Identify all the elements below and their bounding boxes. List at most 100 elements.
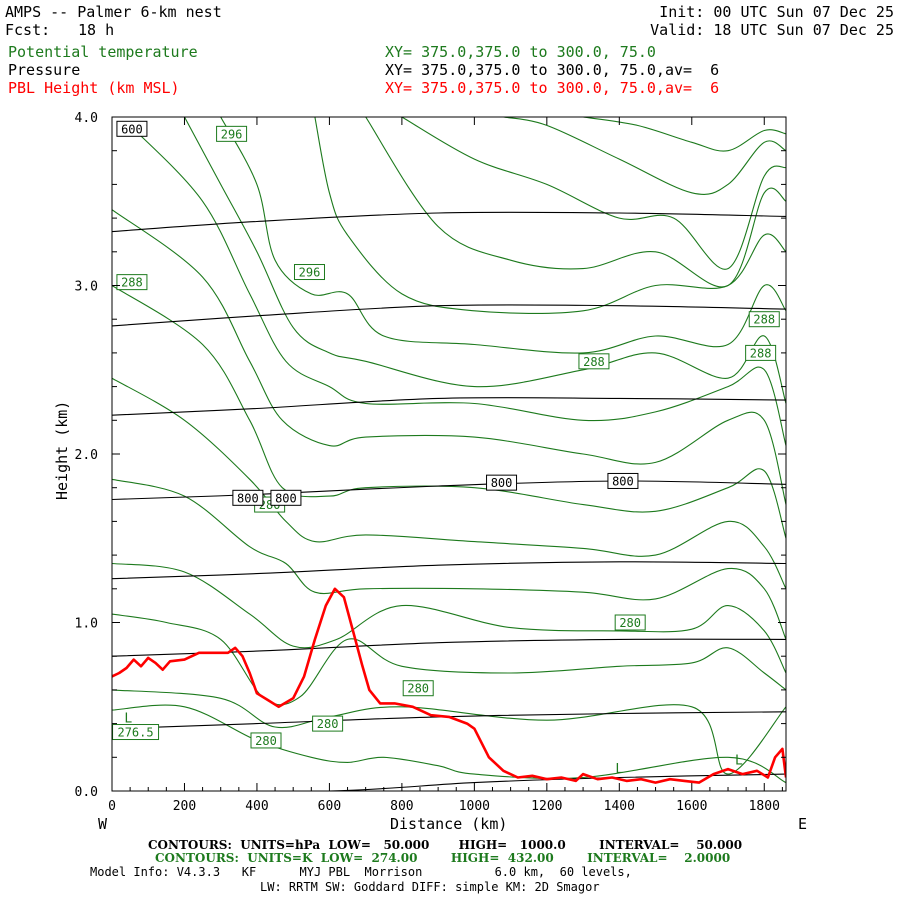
theta-contour-2 (112, 613, 786, 706)
svg-text:600: 600 (121, 122, 143, 136)
model-info-line-1: Model Info: V4.3.3 KF MYJ PBL Morrison 6… (90, 865, 632, 879)
theta-contour-12 (365, 117, 786, 288)
theta-contour-8 (129, 125, 786, 446)
y-tick-label-2: 2.0 (75, 448, 98, 463)
pressure-contour-0 (112, 211, 786, 233)
theta-label-2: 288 (116, 274, 148, 291)
low-center-label-0: L (124, 712, 132, 727)
svg-text:800: 800 (612, 474, 634, 488)
x-tick-label-3: 600 (318, 799, 341, 814)
theta-contour-0 (112, 704, 786, 784)
theta-label-1: 296 (293, 264, 325, 281)
x-tick-label-7: 1400 (604, 799, 635, 814)
y-tick-label-3: 3.0 (75, 280, 98, 295)
forecast-label: Fcst: (5, 21, 51, 39)
plot-title: AMPS -- Palmer 6-km nest (5, 3, 222, 21)
pressure-contour-2 (112, 397, 786, 416)
pressure-contour-6 (112, 711, 786, 730)
pbl-height-line (112, 587, 786, 784)
theta-contour-info: CONTOURS: UNITS=K LOW= 274.00 HIGH= 432.… (155, 851, 731, 865)
theta-label-11: 276.5 (112, 724, 160, 741)
theta-contour-3 (112, 562, 786, 674)
svg-text:296: 296 (299, 266, 321, 280)
theta-contour-4 (112, 478, 786, 640)
field-name-pbl: PBL Height (km MSL) (8, 79, 180, 97)
theta-contour-15 (583, 117, 786, 152)
svg-text:288: 288 (583, 355, 605, 369)
svg-text:800: 800 (237, 491, 259, 505)
svg-text:296: 296 (221, 127, 243, 141)
theta-label-3: 288 (578, 353, 610, 370)
y-tick-label-1: 1.0 (75, 617, 98, 632)
svg-text:L: L (124, 712, 132, 727)
y-tick-label-0: 0.0 (75, 785, 98, 800)
pressure-contours (112, 211, 786, 791)
theta-label-0: 296 (216, 125, 248, 142)
svg-text:288: 288 (750, 346, 772, 360)
theta-label-7: 280 (614, 614, 646, 631)
field-xy-theta: XY= 375.0,375.0 to 300.0, 75.0 (385, 43, 656, 61)
x-tick-label-0: 0 (108, 799, 116, 814)
field-name-pressure: Pressure (8, 61, 81, 79)
x-tick-label-5: 1000 (459, 799, 490, 814)
axes: 0 200 400 600 800 1000 1200 1400 1600 1800 0.0 1.0 2… (75, 111, 787, 814)
forecast-value: 18 h (78, 21, 115, 39)
pressure-contour-info: CONTOURS: UNITS=hPa LOW= 50.000 HIGH= 10… (148, 838, 743, 852)
pressure-contour-7 (112, 773, 786, 791)
theta-label-4: 288 (748, 311, 780, 328)
svg-text:L: L (615, 762, 623, 777)
x-tick-label-9: 1800 (749, 799, 780, 814)
y-tick-label-4: 4.0 (75, 111, 98, 126)
pressure-label-2: 800 (270, 489, 302, 506)
field-xy-pressure: XY= 375.0,375.0 to 300.0, 75.0,av= 6 (385, 61, 720, 79)
svg-text:280: 280 (407, 682, 429, 696)
theta-contour-11 (314, 117, 786, 315)
low-center-label-2: L (735, 754, 743, 769)
theta-contour-6 (112, 285, 786, 539)
svg-text:800: 800 (491, 476, 513, 490)
theta-contour-9 (184, 117, 786, 404)
init-time: Init: 00 UTC Sun 07 Dec 25 (659, 3, 894, 21)
pressure-contour-4 (112, 561, 786, 580)
svg-text:288: 288 (121, 276, 143, 290)
contour-labels: 296296288288288288280280280280280276.560… (112, 120, 780, 777)
svg-text:280: 280 (317, 717, 339, 731)
x-tick-label-6: 1200 (531, 799, 562, 814)
pressure-contour-3 (112, 480, 786, 501)
x-tick-label-4: 800 (390, 799, 413, 814)
low-center-label-1: L (615, 762, 623, 777)
theta-contour-10 (220, 117, 786, 354)
svg-text:276.5: 276.5 (117, 726, 153, 740)
x-tick-label-8: 1600 (676, 799, 707, 814)
y-axis-label: Height (km) (53, 400, 71, 500)
theta-contour-7 (112, 209, 786, 505)
valid-time: Valid: 18 UTC Sun 07 Dec 25 (650, 21, 894, 39)
theta-label-8: 280 (402, 680, 434, 697)
pressure-label-0: 600 (116, 120, 148, 137)
pbl-height-series (112, 587, 786, 784)
x-tick-label-1: 200 (173, 799, 196, 814)
x-axis-label: Distance (km) (390, 815, 508, 833)
pressure-label-1: 800 (232, 489, 264, 506)
theta-label-5: 288 (745, 344, 777, 361)
pressure-label-3: 800 (486, 474, 518, 491)
pressure-label-4: 800 (607, 472, 639, 489)
theta-label-10: 280 (250, 732, 282, 749)
field-xy-pbl: XY= 375.0,375.0 to 300.0, 75.0,av= 6 (385, 79, 720, 97)
theta-contour-1 (112, 689, 786, 775)
west-label: W (98, 815, 108, 833)
svg-text:288: 288 (753, 313, 775, 327)
svg-text:280: 280 (255, 734, 277, 748)
theta-contour-5 (112, 377, 786, 590)
field-name-theta: Potential temperature (8, 43, 198, 61)
svg-text:280: 280 (619, 616, 641, 630)
svg-text:L: L (735, 754, 743, 769)
x-tick-label-2: 400 (245, 799, 268, 814)
theta-contour-14 (503, 117, 786, 195)
theta-contours (112, 117, 786, 784)
theta-contour-13 (401, 117, 786, 270)
model-info-line-2: LW: RRTM SW: Goddard DIFF: simple KM: 2D… (260, 880, 600, 894)
east-label: E (798, 815, 808, 833)
pressure-contour-1 (112, 304, 786, 327)
